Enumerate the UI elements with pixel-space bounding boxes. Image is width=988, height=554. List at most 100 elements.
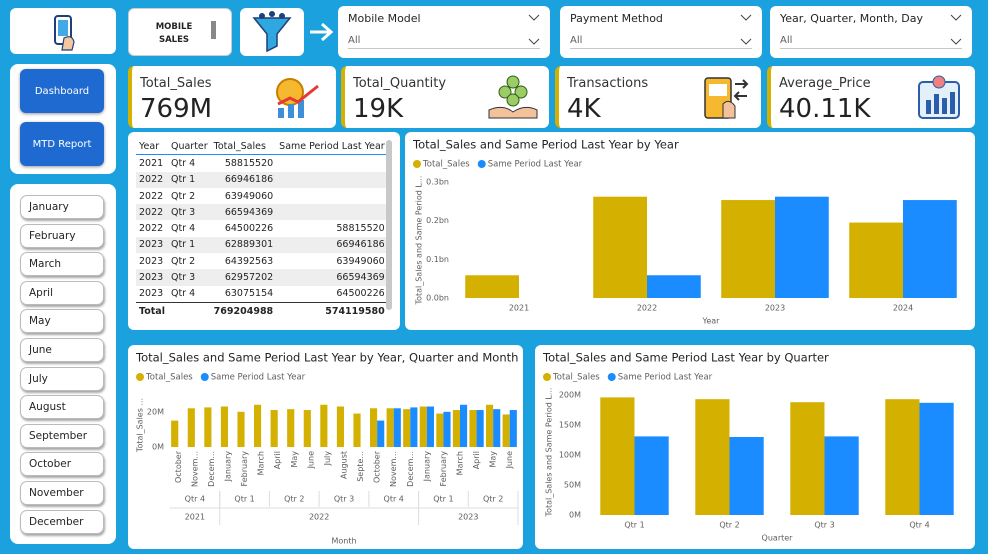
chevron xyxy=(740,14,752,21)
x-tick-label: July xyxy=(323,451,332,467)
x-tick-label: May xyxy=(489,451,498,468)
bar xyxy=(502,414,510,447)
x-tick-label: Decem... xyxy=(406,451,415,487)
month-button[interactable]: June xyxy=(20,338,104,362)
bar xyxy=(460,404,468,447)
bar xyxy=(775,196,829,298)
x-tick-label: 2021 xyxy=(509,304,529,313)
legend-label: Total_Sales xyxy=(422,160,470,170)
bar xyxy=(469,410,477,447)
x-tick-label: February xyxy=(439,451,448,487)
month-button[interactable]: July xyxy=(20,366,104,391)
bar xyxy=(465,275,519,298)
bar xyxy=(410,407,418,447)
table-cell: 66594369 xyxy=(276,269,388,286)
month-button[interactable]: January xyxy=(20,195,104,219)
bar xyxy=(729,437,764,515)
table-cell: 64500226 xyxy=(336,288,385,300)
table-cell: 63949060 xyxy=(336,255,385,267)
y-tick-label: 0.1bn xyxy=(426,255,449,264)
table-cell: 62957202 xyxy=(210,269,277,286)
filter-box[interactable] xyxy=(240,8,304,56)
y-tick-label: 0M xyxy=(152,443,164,452)
year-label: 2023 xyxy=(458,513,478,522)
month-button[interactable]: April xyxy=(20,280,104,305)
month-button[interactable]: October xyxy=(20,452,104,477)
nav-button[interactable]: Dashboard xyxy=(20,69,104,113)
column-header: Year xyxy=(139,140,160,152)
legend-label: Same Period Last Year xyxy=(211,373,306,383)
bar xyxy=(270,410,278,447)
bar xyxy=(419,406,427,447)
logo-box xyxy=(10,8,116,54)
year-label: 2021 xyxy=(185,513,205,522)
x-tick-label: October xyxy=(373,450,382,483)
table-cell: 66946186 xyxy=(210,171,277,188)
title-button[interactable]: MOBILE SALES xyxy=(128,8,232,56)
kpi-label: Total_Quantity xyxy=(353,76,447,91)
quarter-label: Qtr 3 xyxy=(334,495,354,504)
kpi-card: Total_Sales 769M xyxy=(128,66,336,128)
bar xyxy=(443,411,451,447)
y-tick-label: 50M xyxy=(564,481,581,490)
kpi-card: Total_Quantity 19K xyxy=(341,66,549,128)
bar xyxy=(370,408,378,447)
bar xyxy=(634,436,669,515)
chart-panel: Total_Sales and Same Period Last Year by… xyxy=(535,345,975,549)
table-cell: 62889301 xyxy=(210,236,277,254)
bar xyxy=(476,410,484,447)
bar xyxy=(254,404,262,447)
quarter-label: Qtr 4 xyxy=(384,495,404,504)
bar xyxy=(509,410,517,447)
slicer[interactable]: Year, Quarter, Month, Day All xyxy=(770,6,972,58)
legend-marker xyxy=(543,373,551,381)
kpi-label: Total_Sales xyxy=(140,76,212,91)
kpi-label: Transactions xyxy=(567,76,649,91)
chart: Total_Sales and Same Period Last Year by… xyxy=(542,351,954,543)
table-cell: 64500226 xyxy=(224,223,274,235)
table-row: 2021 Qtr 4 58815520 xyxy=(136,155,388,172)
chevron xyxy=(950,38,962,45)
table-cell: Qtr 3 xyxy=(167,269,211,286)
bar xyxy=(919,402,954,515)
chevron xyxy=(740,38,752,45)
month-button[interactable]: May xyxy=(20,309,104,334)
table-row: 2023 Qtr 4 63075154 64500226 xyxy=(136,286,388,303)
x-tick-label: 2022 xyxy=(637,304,657,313)
legend-marker xyxy=(477,160,486,168)
month-button[interactable]: November xyxy=(20,481,104,505)
month-button[interactable]: December xyxy=(20,509,104,534)
kpi-value: 19K xyxy=(353,94,404,124)
month-button[interactable]: February xyxy=(20,223,104,248)
bar xyxy=(593,196,647,298)
table-cell: 2023 xyxy=(139,255,164,267)
month-button[interactable]: September xyxy=(20,423,104,448)
chart: Total_Sales and Same Period Last Year by… xyxy=(412,138,957,326)
bar xyxy=(647,275,701,298)
table-row: 2023 Qtr 1 62889301 66946186 xyxy=(136,236,388,254)
quarter-label: Qtr 4 xyxy=(185,495,205,504)
x-tick-label: Novem... xyxy=(190,451,199,487)
month-button[interactable]: March xyxy=(20,252,104,277)
slicer[interactable]: Mobile Model All xyxy=(338,6,550,58)
table-cell xyxy=(276,188,388,204)
x-tick-label: June xyxy=(505,451,514,470)
table-row: 2023 Qtr 2 64392563 63949060 xyxy=(136,253,388,269)
year-label: 2022 xyxy=(309,513,329,522)
bar xyxy=(493,409,501,447)
title-text: MOBILE SALES xyxy=(155,22,193,45)
title-marker xyxy=(211,21,216,39)
y-tick-label: 0.2bn xyxy=(426,216,449,225)
slicer[interactable]: Payment Method All xyxy=(560,6,762,58)
bar xyxy=(600,397,635,515)
table-cell: 63949060 xyxy=(224,190,274,202)
nav-button[interactable]: MTD Report xyxy=(20,122,104,166)
bar xyxy=(237,411,245,447)
bar xyxy=(426,406,434,447)
table-cell: 2023 xyxy=(136,269,168,286)
scrollbar[interactable] xyxy=(386,140,392,310)
month-button[interactable]: August xyxy=(20,395,104,420)
table-cell: Qtr 3 xyxy=(167,204,211,221)
bar xyxy=(171,420,179,447)
bar xyxy=(336,406,344,447)
